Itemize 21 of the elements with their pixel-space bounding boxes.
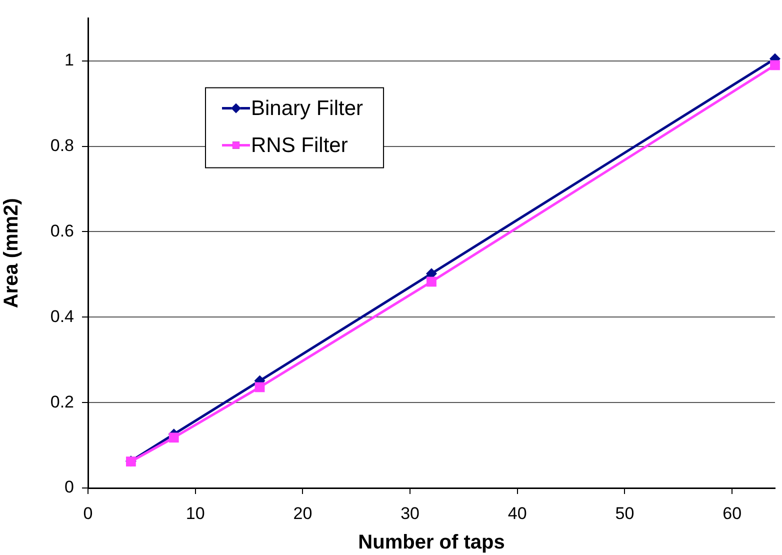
x-tick-label: 20 (293, 504, 312, 523)
y-tick-label: 0.6 (50, 221, 74, 240)
point (254, 382, 265, 392)
legend-label: RNS Filter (251, 134, 348, 157)
x-tick-label: 30 (400, 504, 420, 523)
y-tick-label: 1 (64, 50, 74, 70)
y-tick-label: 0.2 (50, 392, 74, 412)
point (426, 276, 436, 287)
x-tick-label: 10 (186, 504, 205, 523)
point (168, 432, 179, 443)
y-tick-label: 0.8 (50, 136, 74, 156)
x-tick-label: 50 (615, 504, 634, 523)
x-axis-title: Number of taps (358, 532, 505, 554)
x-tick-label: 0 (83, 504, 93, 523)
y-axis-title: Area (mm2) (0, 198, 23, 308)
y-tick-label: 0 (64, 478, 74, 497)
x-tick-label: 60 (722, 504, 742, 523)
x-tick-label: 40 (508, 504, 527, 523)
point (770, 60, 780, 70)
y-tick-label: 0.4 (50, 306, 74, 326)
legend-label: Binary Filter (251, 96, 364, 120)
